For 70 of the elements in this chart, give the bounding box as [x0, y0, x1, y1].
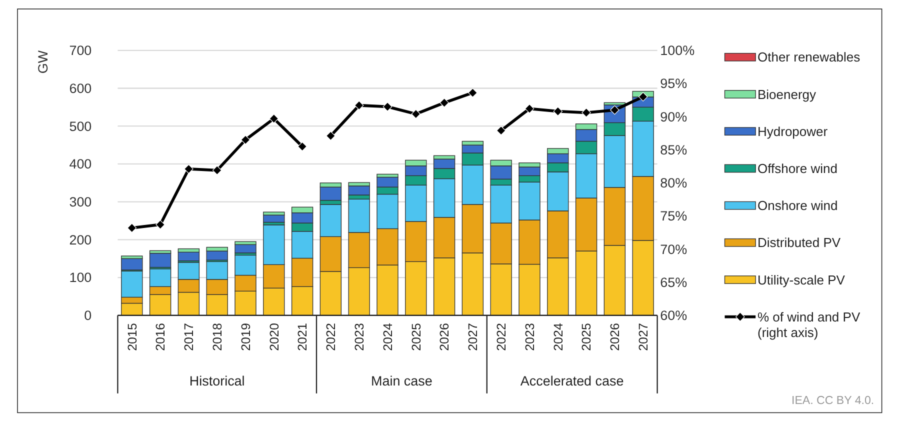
y-axis-title: GW — [35, 50, 50, 74]
x-tick-label: 2027 — [636, 323, 650, 351]
y2-tick-label: 75% — [660, 208, 688, 224]
x-tick-label: 2016 — [154, 323, 168, 351]
y-tick-label: 100 — [69, 270, 92, 286]
point — [468, 88, 478, 98]
x-tick-label: 2025 — [409, 323, 424, 351]
y-tick-label: 200 — [69, 232, 92, 248]
legend-label: Hydropower — [758, 124, 828, 139]
bar — [234, 244, 256, 254]
y2-tick-label: 80% — [660, 176, 688, 191]
text: Accelerated case — [520, 374, 624, 389]
point — [156, 220, 165, 230]
point — [184, 164, 194, 174]
text: IEA. CC BY 4.0. — [792, 395, 874, 408]
point — [127, 223, 137, 233]
y2-tick-label: 85% — [660, 142, 688, 158]
legend-label: Utility-scale PV — [758, 272, 846, 288]
text: Historical — [189, 374, 245, 389]
x-tick-label: 2022 — [324, 323, 338, 351]
point — [411, 109, 421, 119]
x-tick-label: 2027 — [466, 323, 480, 351]
x-tick-label: 2019 — [238, 323, 253, 351]
x-tick-label: 2024 — [551, 323, 566, 351]
y-tick-label: 300 — [69, 194, 92, 210]
y2-tick-label: 100% — [660, 43, 695, 58]
point — [298, 142, 307, 152]
x-tick-label: 2026 — [608, 323, 622, 351]
x-tick-label: 2024 — [380, 323, 395, 351]
bar — [348, 186, 370, 196]
point — [582, 108, 591, 118]
point — [326, 131, 336, 140]
text: Main case — [371, 374, 432, 389]
y2-tick-label: 70% — [660, 242, 688, 257]
point — [269, 114, 279, 124]
legend-label: Other renewables — [758, 50, 861, 65]
point — [240, 135, 250, 144]
x-tick-label: 2020 — [267, 323, 282, 351]
x-tick-label: 2026 — [438, 323, 452, 351]
y2-tick-label: 90% — [660, 109, 688, 124]
y2-tick-label: 65% — [660, 274, 688, 290]
x-tick-label: 2023 — [522, 323, 537, 351]
legend-label: Distributed PV — [758, 235, 841, 250]
legend-label: Bioenergy — [758, 86, 817, 102]
y-tick-label: 700 — [69, 43, 92, 58]
legend-label: Offshore wind — [758, 160, 838, 176]
legend-label: % of wind and PV (right axis) — [758, 309, 860, 340]
y2-tick-label: 60% — [660, 308, 688, 324]
bar — [320, 186, 342, 201]
y2-tick-label: 95% — [660, 76, 688, 92]
x-tick-label: 2022 — [494, 323, 508, 351]
point — [382, 102, 392, 112]
x-tick-label: 2021 — [296, 323, 310, 351]
x-tick-label: 2018 — [210, 323, 224, 351]
point — [524, 104, 534, 114]
point — [553, 106, 563, 116]
point — [638, 92, 648, 102]
point — [212, 166, 222, 175]
x-tick-label: 2015 — [125, 323, 140, 351]
x-tick-label: 2023 — [352, 323, 366, 351]
y-tick-label: 600 — [69, 80, 92, 96]
x-tick-label: 2025 — [580, 323, 594, 351]
point — [354, 100, 364, 110]
y-tick-label: 0 — [84, 308, 92, 324]
x-tick-label: 2017 — [182, 323, 196, 351]
y-tick-label: 400 — [69, 156, 92, 172]
point — [496, 126, 506, 136]
point — [440, 98, 449, 108]
y-tick-label: 500 — [69, 118, 92, 134]
legend-label: Onshore wind — [758, 198, 838, 214]
